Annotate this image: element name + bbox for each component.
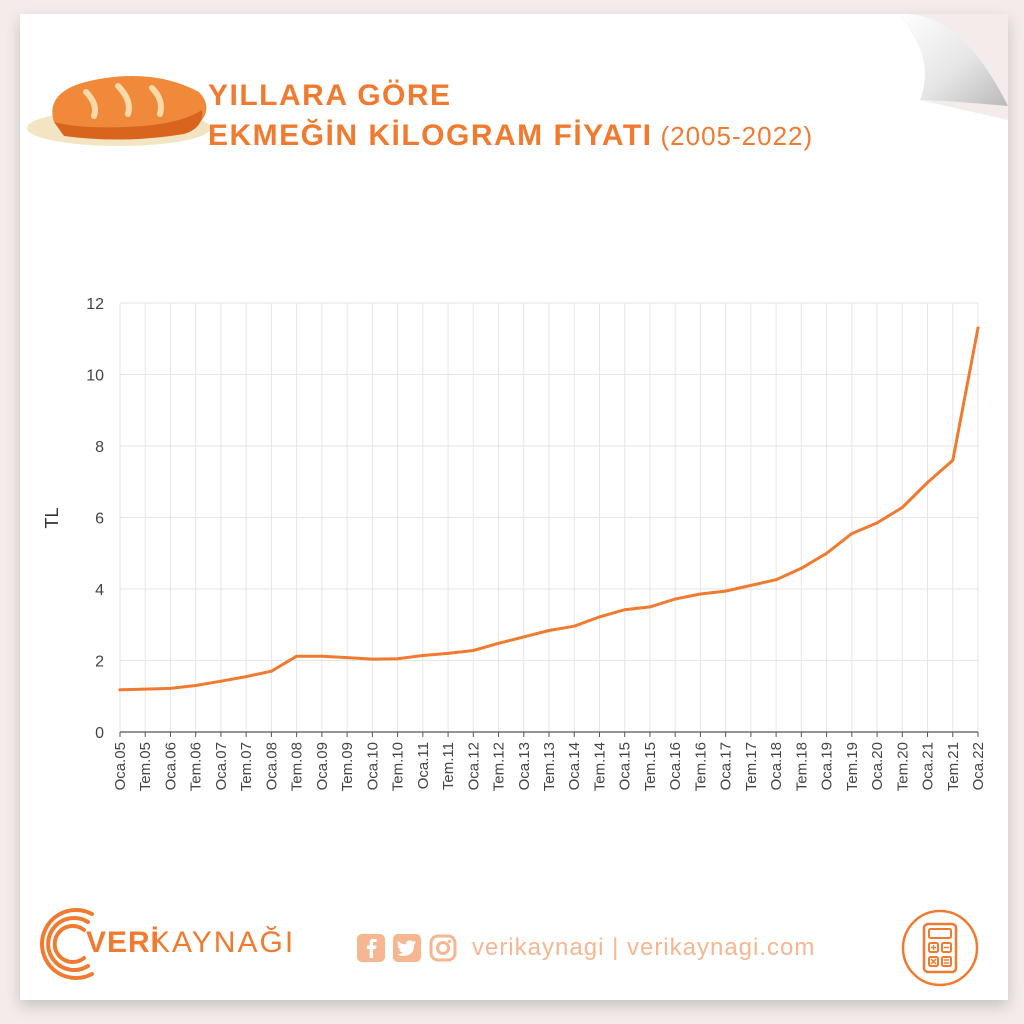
x-tick-label: Oca.14	[566, 742, 583, 790]
x-tick-label: Tem.19	[844, 742, 861, 791]
x-tick-label: Tem.20	[894, 742, 911, 791]
twitter-icon[interactable]	[392, 933, 422, 963]
data-point	[295, 654, 299, 658]
x-tick-label: Oca.07	[213, 742, 230, 790]
data-point	[698, 592, 702, 596]
data-point	[471, 648, 475, 652]
bread-icon	[27, 76, 211, 146]
x-tick-label: Tem.14	[591, 742, 608, 791]
y-tick-label: 8	[95, 439, 104, 456]
x-tick-label: Oca.13	[516, 742, 533, 790]
x-tick-label: Oca.11	[415, 742, 432, 789]
data-point	[572, 624, 576, 628]
x-tick-label: Tem.17	[743, 742, 760, 791]
x-tick-label: Tem.13	[541, 742, 558, 791]
data-point	[497, 641, 501, 645]
data-point	[370, 657, 374, 661]
website-text[interactable]: verikaynagi | verikaynagi.com	[472, 934, 816, 961]
veri-kaynagi-logo-icon	[40, 908, 94, 980]
page-curl	[900, 13, 1008, 120]
data-point	[976, 326, 980, 330]
data-point	[926, 480, 930, 484]
x-tick-label: Oca.10	[364, 742, 381, 790]
x-tick-label: Tem.07	[238, 742, 255, 791]
data-point	[951, 458, 955, 462]
data-point	[320, 654, 324, 658]
y-tick-label: 12	[86, 296, 104, 313]
x-tick-label: Oca.19	[819, 742, 836, 790]
x-tick-label: Oca.21	[920, 742, 937, 790]
data-point	[345, 656, 349, 660]
data-point	[194, 684, 198, 688]
x-tick-label: Tem.21	[945, 742, 962, 791]
x-tick-label: Oca.12	[465, 742, 482, 790]
x-tick-label: Oca.15	[617, 742, 634, 790]
x-tick-label: Oca.09	[314, 742, 331, 790]
y-tick-label: 10	[86, 368, 104, 385]
x-tick-label: Oca.06	[162, 742, 179, 790]
social-links: verikaynagi | verikaynagi.com	[356, 930, 815, 966]
data-point	[597, 615, 601, 619]
data-point	[774, 578, 778, 582]
brand-kaynagi: KAYNAĞI	[150, 926, 296, 959]
data-point	[900, 505, 904, 509]
data-point	[799, 566, 803, 570]
data-point	[850, 532, 854, 536]
x-tick-label: Oca.05	[112, 742, 129, 790]
title-years: (2005-2022)	[660, 121, 814, 151]
y-tick-label: 2	[95, 654, 104, 671]
data-point	[269, 669, 273, 673]
x-tick-label: Tem.12	[491, 742, 508, 791]
x-tick-label: Tem.16	[692, 742, 709, 791]
y-tick-label: 0	[95, 725, 104, 742]
data-point	[623, 608, 627, 612]
data-point	[648, 605, 652, 609]
calculator-icon	[901, 909, 979, 987]
data-point	[547, 628, 551, 632]
x-tick-label: Tem.10	[390, 742, 407, 791]
title-line-2: EKMEĞİN KİLOGRAM FİYATI (2005-2022)	[208, 116, 813, 156]
data-point	[168, 686, 172, 690]
x-tick-label: Tem.06	[188, 742, 205, 791]
data-point	[143, 687, 147, 691]
y-tick-label: 4	[95, 582, 104, 599]
brand-veri: VERİ	[86, 926, 161, 959]
x-tick-label: Tem.05	[137, 742, 154, 791]
x-tick-label: Oca.20	[869, 742, 886, 790]
data-point	[244, 675, 248, 679]
x-tick-label: Oca.22	[970, 742, 987, 790]
x-tick-label: Tem.15	[642, 742, 659, 791]
instagram-icon[interactable]	[428, 933, 458, 963]
x-tick-label: Tem.09	[339, 742, 356, 791]
data-point	[421, 653, 425, 657]
data-point	[446, 651, 450, 655]
x-tick-label: Oca.18	[768, 742, 785, 790]
x-tick-label: Tem.18	[793, 742, 810, 791]
data-point	[875, 521, 879, 525]
title-main: EKMEĞİN KİLOGRAM FİYATI	[208, 119, 653, 152]
data-point	[219, 679, 223, 683]
facebook-icon[interactable]	[356, 933, 386, 963]
data-point	[825, 551, 829, 555]
data-point	[749, 583, 753, 587]
x-tick-label: Tem.08	[289, 742, 306, 791]
x-tick-label: Tem.11	[440, 742, 457, 790]
title-line-1: YILLARA GÖRE	[208, 79, 452, 112]
x-tick-label: Oca.08	[263, 742, 280, 790]
x-tick-label: Oca.17	[718, 742, 735, 790]
x-tick-label: Oca.16	[667, 742, 684, 790]
data-point	[724, 589, 728, 593]
y-axis-label: TL	[42, 507, 62, 528]
data-point	[673, 597, 677, 601]
data-point	[396, 657, 400, 661]
paper-background	[20, 14, 1008, 1000]
y-tick-label: 6	[95, 511, 104, 528]
chart-title: YILLARA GÖRE EKMEĞİN KİLOGRAM FİYATI (200…	[208, 76, 813, 156]
data-point	[522, 635, 526, 639]
data-point	[118, 688, 122, 692]
